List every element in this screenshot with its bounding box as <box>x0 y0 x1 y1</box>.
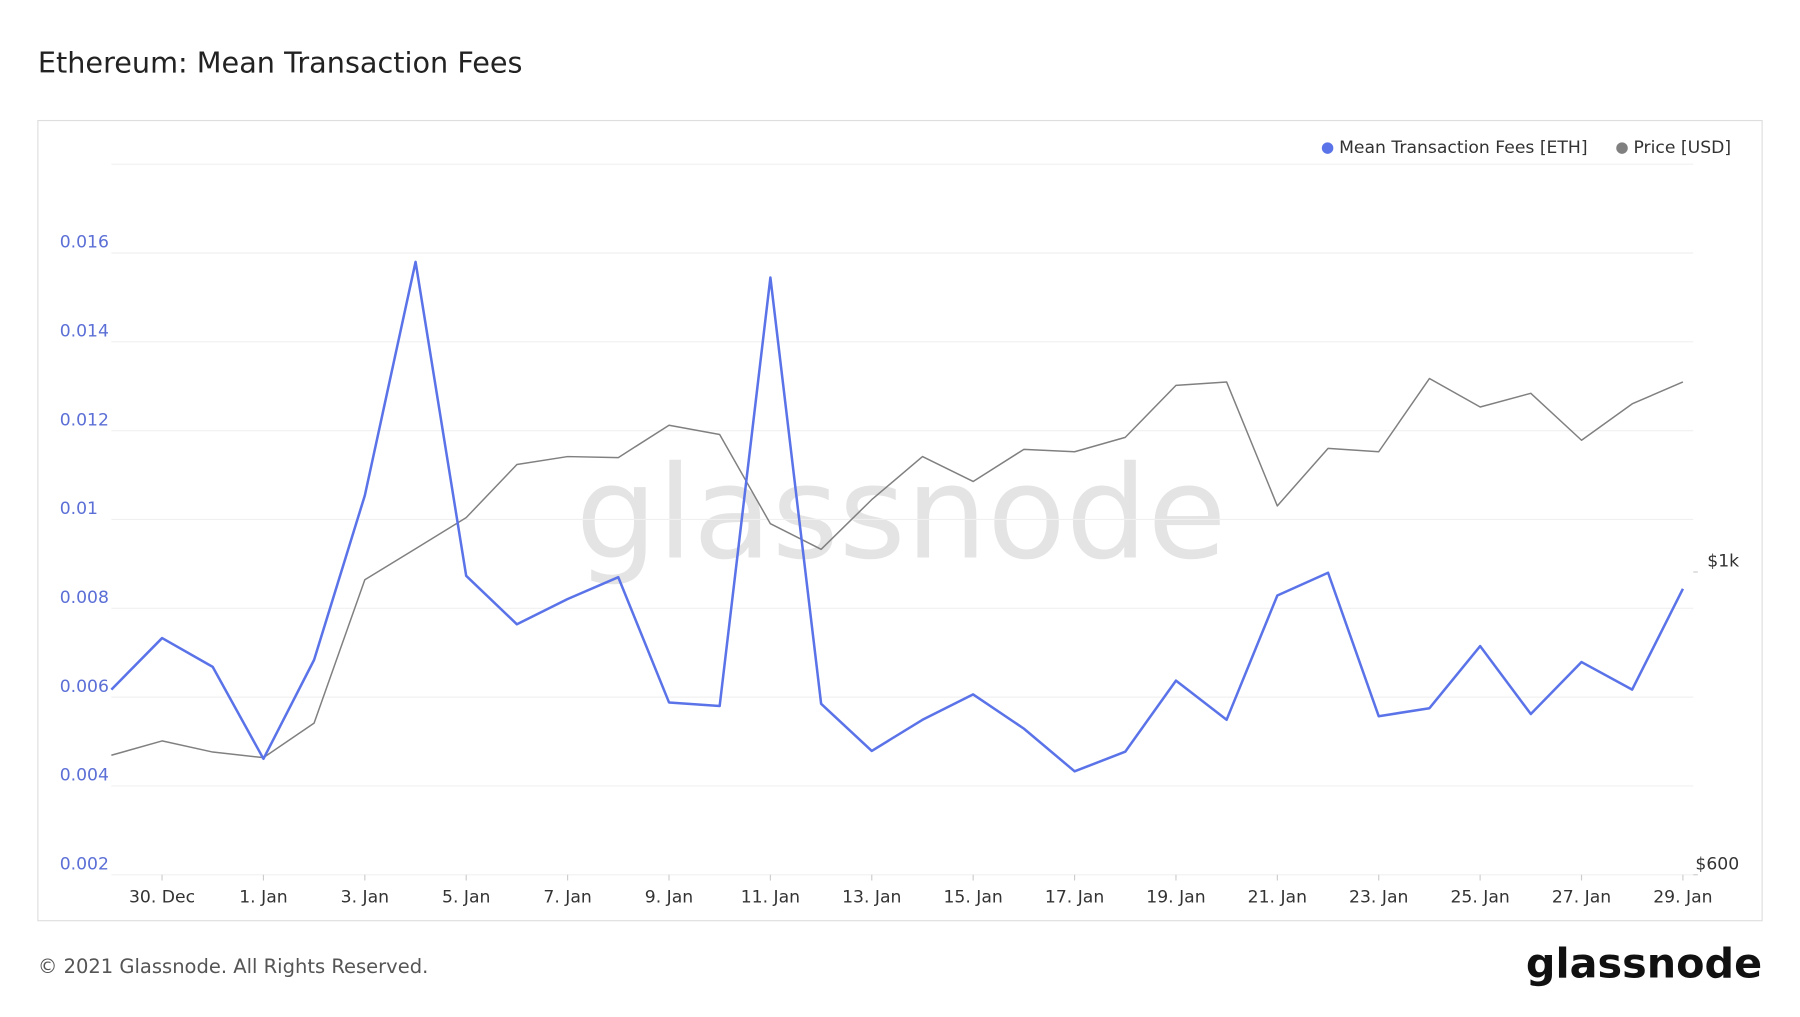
footer-copyright: © 2021 Glassnode. All Rights Reserved. <box>38 955 428 978</box>
footer-logo: glassnode <box>1526 940 1762 988</box>
x-tick-label: 17. Jan <box>1045 888 1104 908</box>
y-tick-label: 0.014 <box>60 321 109 341</box>
x-tick-label: 21. Jan <box>1248 888 1307 908</box>
x-tick-label: 13. Jan <box>842 888 901 908</box>
y-tick-label: 0.004 <box>60 766 109 786</box>
legend-swatch <box>1616 142 1628 154</box>
watermark: glassnode <box>576 439 1227 588</box>
x-tick-label: 29. Jan <box>1653 888 1712 908</box>
y-tick-label: 0.016 <box>60 233 109 253</box>
x-tick-label: 9. Jan <box>645 888 693 908</box>
legend-swatch <box>1321 142 1334 154</box>
legend-label: Mean Transaction Fees [ETH] <box>1339 138 1588 158</box>
x-tick-label: 11. Jan <box>741 888 800 908</box>
x-tick-label: 19. Jan <box>1146 888 1205 908</box>
plot-panel <box>37 119 1763 922</box>
y-tick-label: 0.008 <box>60 588 109 608</box>
x-tick-label: 3. Jan <box>341 888 389 908</box>
x-tick-label: 23. Jan <box>1349 888 1408 908</box>
y-tick-label: 0.006 <box>60 677 109 697</box>
y2-tick-label: $600 <box>1695 854 1739 874</box>
fees-line <box>110 260 1685 773</box>
y2-tick-label: $1k <box>1707 552 1739 572</box>
x-tick-label: 7. Jan <box>543 888 591 908</box>
y-tick-label: 0.01 <box>60 499 98 519</box>
price-line <box>111 377 1684 759</box>
y-tick-label: 0.002 <box>60 854 109 874</box>
x-tick-label: 1. Jan <box>239 888 287 908</box>
x-tick-label: 27. Jan <box>1552 888 1611 908</box>
x-tick-label: 30. Dec <box>129 888 195 908</box>
legend-label: Price [USD] <box>1633 138 1731 158</box>
chart-title: Ethereum: Mean Transaction Fees <box>38 45 523 79</box>
x-tick-label: 25. Jan <box>1450 888 1509 908</box>
x-tick-label: 5. Jan <box>442 888 490 908</box>
y-tick-label: 0.012 <box>60 410 109 430</box>
x-tick-label: 15. Jan <box>943 888 1002 908</box>
